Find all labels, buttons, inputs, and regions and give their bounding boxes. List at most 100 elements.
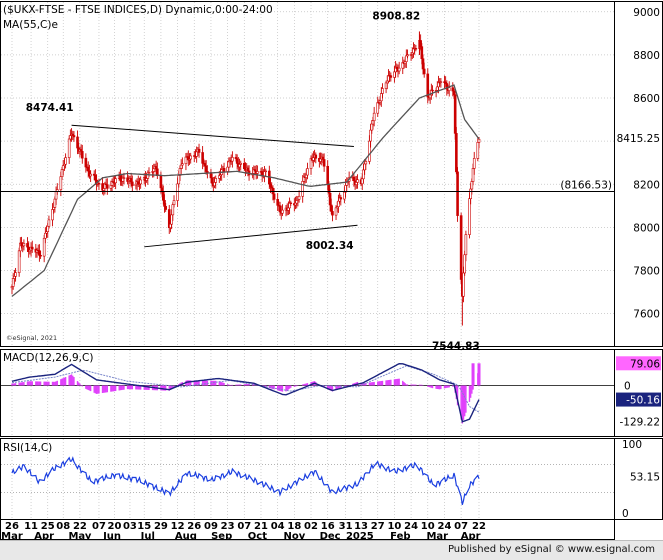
x-date-label: 22 bbox=[73, 521, 87, 532]
ma-line bbox=[11, 84, 480, 297]
price-annotation: 8908.82 bbox=[372, 10, 420, 22]
macd-title: MACD(12,26,9,C) bbox=[3, 352, 93, 364]
candle-body bbox=[131, 181, 134, 186]
candle-body bbox=[452, 90, 456, 95]
candle-body bbox=[304, 174, 308, 178]
x-month-label: Sep bbox=[211, 531, 232, 540]
candle-body bbox=[214, 178, 218, 183]
candle-body bbox=[217, 175, 221, 179]
candle-body bbox=[455, 133, 458, 173]
candle bbox=[47, 215, 51, 229]
candle-body bbox=[227, 161, 231, 168]
candle-body bbox=[272, 193, 276, 200]
candle-body bbox=[243, 162, 246, 170]
candle bbox=[111, 175, 115, 188]
candle-body bbox=[46, 225, 50, 232]
candle-body bbox=[380, 93, 383, 102]
candle-body bbox=[235, 158, 239, 164]
candle-body bbox=[42, 237, 46, 257]
candle-body bbox=[439, 81, 443, 83]
x-date-label: 11 bbox=[24, 521, 38, 532]
candle-body bbox=[364, 161, 368, 165]
candle bbox=[295, 195, 299, 209]
candle-body bbox=[47, 219, 51, 227]
x-date-label: 07 bbox=[92, 521, 106, 532]
footer-bar: Published by eSignal © www.esignal.com bbox=[0, 540, 663, 560]
candle-body bbox=[86, 166, 90, 172]
candle bbox=[214, 175, 218, 189]
candle bbox=[121, 175, 125, 187]
macd-axis-label: 0 bbox=[624, 380, 631, 392]
candle-body bbox=[428, 94, 432, 99]
candle bbox=[17, 247, 21, 277]
trendline-lower bbox=[144, 224, 358, 248]
x-date-label: 16 bbox=[321, 521, 335, 532]
candle-body bbox=[312, 157, 315, 161]
candle-body bbox=[145, 178, 148, 181]
candle-body bbox=[152, 168, 156, 172]
candle-body bbox=[52, 207, 55, 210]
candle-body bbox=[246, 167, 250, 172]
candle-body bbox=[264, 170, 268, 173]
candle-body bbox=[30, 246, 34, 250]
candle-body bbox=[426, 73, 430, 98]
candle-body bbox=[456, 171, 459, 216]
chart-svg: (8166.53) 8474.41 8908.82 8002.34 7544.83 76… bbox=[0, 1, 663, 542]
candle bbox=[431, 85, 434, 96]
candle-body bbox=[322, 159, 326, 167]
candle-body bbox=[368, 140, 371, 162]
macd-signal-value-box bbox=[616, 414, 661, 429]
candle-body bbox=[328, 192, 332, 206]
candle-body bbox=[471, 168, 475, 182]
rsi-value-box bbox=[616, 469, 661, 484]
x-date-label: 04 bbox=[271, 521, 285, 532]
candle-body bbox=[372, 112, 376, 122]
candle-body bbox=[363, 163, 366, 171]
candle bbox=[389, 72, 393, 82]
candle-body bbox=[287, 207, 290, 211]
candle-body bbox=[59, 176, 63, 190]
candle-body bbox=[171, 204, 175, 216]
candle-body bbox=[276, 199, 279, 206]
candle-body bbox=[61, 165, 65, 170]
macd-line bbox=[11, 362, 480, 423]
candle bbox=[134, 179, 138, 190]
candle-body bbox=[239, 162, 243, 165]
candle-body bbox=[179, 164, 183, 169]
candle-body bbox=[222, 168, 226, 172]
x-date-label: 27 bbox=[371, 521, 385, 532]
candle bbox=[276, 193, 279, 211]
x-date-label: 31 bbox=[339, 521, 353, 532]
x-month-label: May bbox=[68, 531, 91, 540]
x-month-label: Aug bbox=[175, 531, 197, 540]
macd-hist-bar bbox=[471, 363, 475, 386]
x-date-label: 10 bbox=[421, 521, 435, 532]
x-date-label: 20 bbox=[107, 521, 121, 532]
candle-body bbox=[201, 152, 204, 164]
candle-body bbox=[459, 215, 463, 280]
candle bbox=[381, 83, 384, 99]
candle bbox=[114, 174, 117, 190]
candle-body bbox=[281, 209, 284, 214]
candle-body bbox=[204, 165, 208, 172]
candle-body bbox=[169, 223, 172, 229]
candle bbox=[67, 135, 71, 164]
candle-body bbox=[44, 232, 47, 239]
candle-body bbox=[72, 135, 76, 138]
macd-axis-label: -129.22 bbox=[619, 417, 660, 429]
candle-body bbox=[360, 178, 364, 185]
candle-body bbox=[389, 75, 393, 78]
candle-body bbox=[122, 177, 126, 179]
candle-body bbox=[337, 200, 340, 207]
candle-body bbox=[354, 182, 358, 185]
macd-signal-line bbox=[11, 365, 480, 413]
y-tick-label: 8600 bbox=[633, 93, 660, 105]
candle bbox=[197, 143, 201, 158]
candle-body bbox=[420, 46, 424, 60]
candle-body bbox=[213, 182, 216, 187]
candle-body bbox=[469, 188, 472, 199]
candle bbox=[181, 157, 184, 169]
candle-body bbox=[89, 173, 92, 177]
candle-body bbox=[17, 250, 21, 273]
candle-body bbox=[319, 158, 322, 162]
